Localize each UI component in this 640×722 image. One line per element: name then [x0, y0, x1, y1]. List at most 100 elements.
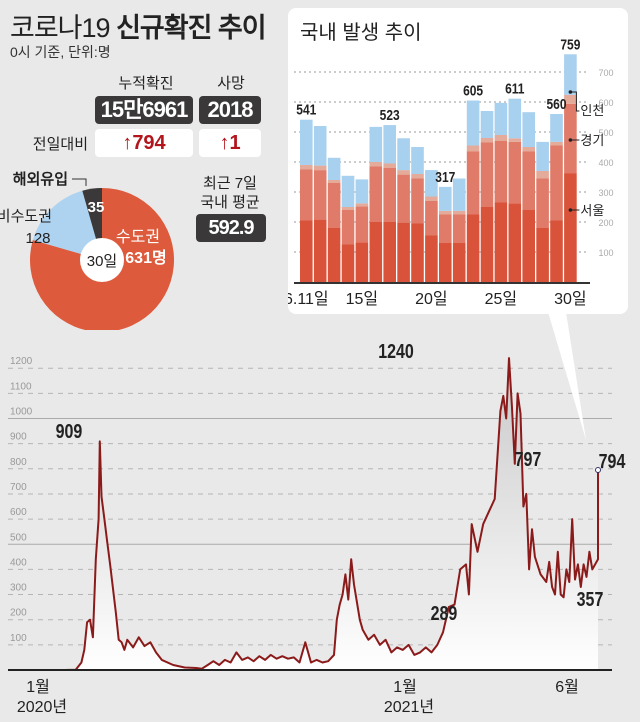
bar-6.30-서울 [564, 173, 577, 282]
bar-6.17-서울 [383, 222, 396, 282]
svg-text:경기: 경기 [580, 133, 604, 148]
bar-6.16-인천 [369, 162, 383, 167]
bar-6.28-비수도권 [536, 141, 549, 171]
svg-text:1240: 1240 [378, 340, 414, 362]
bar-6.21-비수도권 [439, 186, 452, 211]
bar-6.11-경기 [300, 169, 313, 221]
bar-6.22-인천 [452, 210, 466, 215]
bar-6.18-서울 [397, 222, 410, 282]
svg-text:15일: 15일 [346, 290, 379, 308]
svg-text:300: 300 [598, 188, 613, 198]
pie-label-noncapital: 비수도권 [0, 208, 52, 225]
pie-chart: 30일 해외유입 35 비수도권 128 수도권 631명 [0, 170, 174, 330]
bar-6.12-인천 [313, 165, 327, 171]
bar-6.17-인천 [383, 163, 396, 168]
bar-6.20-비수도권 [425, 170, 438, 197]
pie-center [80, 238, 124, 282]
bar-6.19-인천 [411, 174, 424, 179]
svg-text:357: 357 [577, 588, 604, 610]
svg-text:1100: 1100 [10, 381, 32, 392]
svg-text:560: 560 [546, 96, 566, 113]
bar-6.23-비수도권 [466, 100, 480, 146]
svg-text:인천: 인천 [580, 103, 604, 118]
svg-text:25일: 25일 [485, 290, 518, 308]
svg-text:400: 400 [598, 158, 613, 168]
pie-label-overseas: 해외유입 [13, 170, 68, 188]
bar-6.21-경기 [439, 214, 452, 243]
recent-label-line1: 최근 7일 [203, 175, 257, 192]
bar-6.12-경기 [313, 170, 327, 220]
bar-6.15-경기 [355, 206, 369, 243]
bar-6.21-인천 [439, 210, 452, 215]
bar-6.11-서울 [300, 220, 313, 282]
bar-6.28-인천 [536, 171, 549, 179]
pie-label-capital: 수도권 [116, 228, 160, 246]
cumulative-label: 누적확진 [118, 75, 174, 92]
bar-6.27-인천 [522, 147, 535, 152]
svg-text:600: 600 [598, 98, 613, 108]
bar-6.26-인천 [508, 138, 522, 142]
bar-6.18-경기 [397, 174, 410, 223]
title-bold: 신규확진 추이 [116, 13, 267, 43]
bar-6.19-비수도권 [411, 147, 424, 174]
daily-cases-line [24, 357, 599, 671]
pie-center-label: 30일 [87, 253, 118, 270]
svg-text:500: 500 [598, 128, 613, 138]
latest-point [595, 467, 601, 473]
bar-6.18-인천 [397, 170, 410, 175]
svg-text:30일: 30일 [554, 290, 587, 308]
svg-text:1000: 1000 [10, 407, 33, 418]
bar-6.29-비수도권 [550, 114, 563, 142]
bar-6.21-서울 [439, 243, 452, 282]
bar-6.29-서울 [550, 220, 563, 282]
bar-6.15-인천 [355, 203, 369, 207]
bar-6.19-경기 [411, 178, 424, 224]
page-title: 코로나19 신규확진 추이 [10, 6, 267, 45]
svg-text:759: 759 [560, 36, 580, 53]
bar-6.26-서울 [508, 203, 522, 282]
bar-6.18-비수도권 [397, 138, 410, 171]
bar-6.16-경기 [369, 166, 383, 222]
svg-text:2021년: 2021년 [384, 698, 434, 716]
svg-text:1월: 1월 [26, 678, 50, 696]
deaths-change: ↑1 [199, 129, 261, 157]
bar-6.14-비수도권 [341, 175, 355, 207]
bar-6.24-비수도권 [480, 111, 494, 138]
bar-6.25-비수도권 [494, 102, 508, 135]
bar-6.20-서울 [425, 235, 438, 282]
bar-6.30-비수도권 [564, 54, 577, 95]
recent-label-line2: 국내 평균 [200, 194, 260, 211]
bar-6.11-인천 [300, 165, 313, 170]
bar-6.22-경기 [452, 214, 466, 243]
bar-6.25-경기 [494, 141, 508, 203]
svg-text:500: 500 [10, 532, 27, 543]
bar-6.27-비수도권 [522, 112, 535, 147]
bar-6.26-비수도권 [508, 98, 522, 139]
pie-slice-1 [32, 190, 102, 260]
svg-text:605: 605 [463, 82, 483, 99]
svg-text:317: 317 [435, 169, 455, 186]
bar-6.17-비수도권 [383, 125, 396, 164]
bar-6.20-인천 [425, 196, 438, 201]
svg-text:20일: 20일 [415, 290, 448, 308]
compare-label: 전일대비 [32, 136, 88, 153]
svg-text:289: 289 [431, 602, 458, 624]
bar-6.28-서울 [536, 228, 549, 282]
deaths-value: 2018 [199, 96, 261, 124]
bar-6.29-경기 [550, 145, 563, 221]
bar-6.13-비수도권 [327, 157, 341, 180]
pie-value-overseas: 35 [88, 199, 105, 216]
bar-6.19-서울 [411, 223, 424, 282]
bar-6.25-서울 [494, 202, 508, 282]
svg-text:200: 200 [10, 608, 27, 619]
bar-6.11-비수도권 [300, 119, 313, 165]
svg-text:611: 611 [505, 80, 525, 97]
domestic-trend-panel: 국내 발생 추이 100 200 300 400 500 600 700 541 523 317… [288, 8, 628, 314]
bar-6.23-인천 [466, 145, 480, 152]
deaths-label: 사망 [217, 75, 245, 92]
svg-text:100: 100 [598, 248, 613, 258]
recent-avg-value: 592.9 [196, 214, 266, 242]
bar-6.23-서울 [466, 214, 480, 282]
